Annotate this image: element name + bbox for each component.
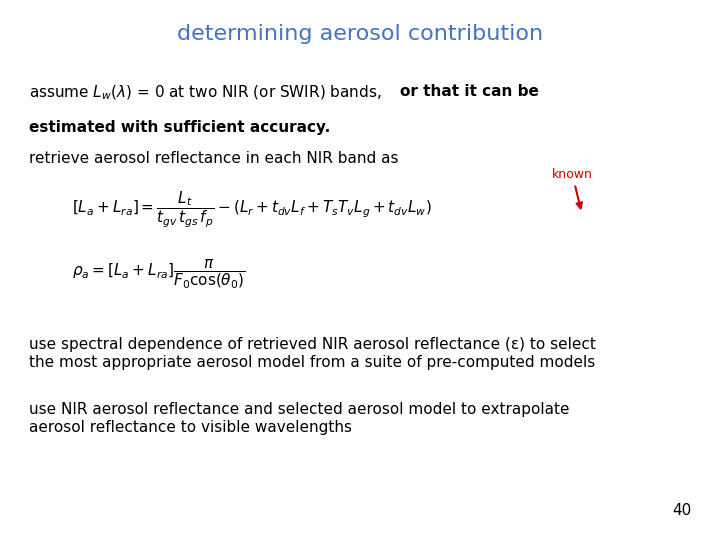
Text: known: known	[552, 168, 593, 208]
Text: use NIR aerosol reflectance and selected aerosol model to extrapolate
aerosol re: use NIR aerosol reflectance and selected…	[29, 402, 570, 435]
Text: assume $L_w(\lambda)$ = 0 at two NIR (or SWIR) bands,: assume $L_w(\lambda)$ = 0 at two NIR (or…	[29, 84, 387, 102]
Text: $\left[L_a+L_{ra}\right]=\dfrac{L_t}{t_{gv}\,t_{gs}\,f_p}-\left(L_r+t_{dv}L_f+T_: $\left[L_a+L_{ra}\right]=\dfrac{L_t}{t_{…	[72, 190, 432, 230]
Text: estimated with sufficient accuracy.: estimated with sufficient accuracy.	[29, 120, 330, 136]
Text: use spectral dependence of retrieved NIR aerosol reflectance (ε) to select
the m: use spectral dependence of retrieved NIR…	[29, 338, 595, 370]
Text: 40: 40	[672, 503, 691, 518]
Text: determining aerosol contribution: determining aerosol contribution	[177, 24, 543, 44]
Text: $\rho_a=\left[L_a+L_{ra}\right]\dfrac{\pi}{F_0\cos(\theta_0)}$: $\rho_a=\left[L_a+L_{ra}\right]\dfrac{\p…	[72, 259, 246, 292]
Text: retrieve aerosol reflectance in each NIR band as: retrieve aerosol reflectance in each NIR…	[29, 151, 398, 166]
Text: or that it can be: or that it can be	[400, 84, 539, 99]
